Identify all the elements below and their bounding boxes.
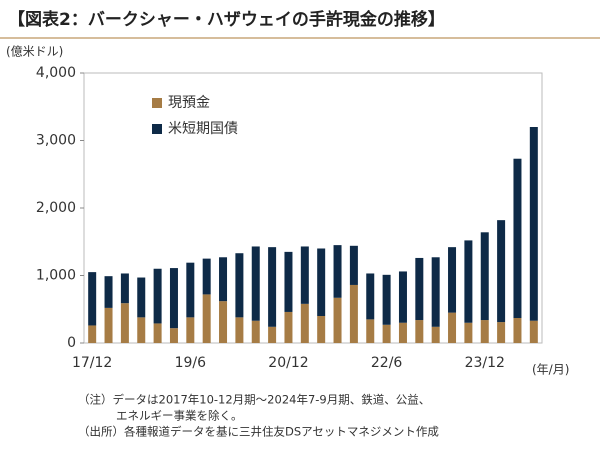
y-tick-label: 3,000 — [36, 133, 76, 149]
legend-label: 米短期国債 — [168, 121, 238, 137]
bar-segment — [480, 232, 489, 321]
bar-segment — [268, 326, 277, 343]
bar-segment — [235, 253, 244, 318]
note: （出所）各種報道データを基に三井住友DSアセットマネジメント作成 — [78, 425, 439, 439]
bar-segment — [382, 324, 391, 343]
bar-segment — [88, 272, 97, 326]
bar-segment — [529, 127, 538, 321]
bar-segment — [317, 316, 326, 343]
bar-segment — [333, 245, 342, 298]
bar-segment — [120, 273, 129, 304]
bar-segment — [202, 294, 211, 343]
plot-frame — [83, 72, 543, 344]
x-tick-label: 23/12 — [465, 355, 505, 371]
y-tick-label: 0 — [67, 335, 76, 351]
bar-segment — [153, 323, 162, 343]
x-unit: (年/月) — [532, 363, 569, 377]
bar-segment — [219, 301, 228, 343]
y-unit: (億米ドル) — [6, 45, 63, 59]
bar-segment — [284, 251, 293, 312]
bar-segment — [398, 271, 407, 323]
x-tick-label: 19/6 — [175, 355, 207, 371]
bar-segment — [104, 307, 113, 343]
bar-segment — [382, 274, 391, 325]
x-tick-label: 17/12 — [72, 355, 112, 371]
bar-segment — [235, 317, 244, 343]
bar-segment — [513, 318, 522, 343]
bar-segment — [513, 158, 522, 319]
bar-segment — [202, 258, 211, 295]
bar-segment — [529, 320, 538, 343]
bar-segment — [497, 322, 506, 343]
bar-segment — [186, 262, 195, 318]
x-tick-label: 22/6 — [371, 355, 403, 371]
bar-segment — [398, 322, 407, 343]
bar-segment — [300, 303, 309, 343]
y-tick-label: 4,000 — [36, 65, 76, 81]
legend-swatch — [152, 98, 162, 108]
bar-segment — [448, 247, 457, 313]
bar-segment — [137, 317, 146, 343]
bar-segment — [137, 277, 146, 318]
bar-segment — [366, 319, 375, 343]
bar-segment — [497, 220, 506, 323]
bar-segment — [415, 320, 424, 343]
y-tick-label: 2,000 — [36, 200, 76, 216]
bar-segment — [431, 326, 440, 343]
bar-segment — [186, 317, 195, 343]
bar-segment — [153, 268, 162, 324]
bar-segment — [349, 245, 358, 285]
chart-title: 【図表2：バークシャー・ハザウェイの手許現金の推移】 — [8, 9, 445, 30]
bar-segment — [464, 240, 473, 323]
bar-segment — [300, 246, 309, 304]
bar-segment — [268, 247, 277, 327]
bar-segment — [366, 273, 375, 320]
legend-swatch — [152, 124, 162, 134]
bar-segment — [169, 328, 178, 343]
bar-segment — [120, 303, 129, 343]
bar-segment — [464, 322, 473, 343]
note: エネルギー事業を除く。 — [116, 409, 243, 423]
bar-segment — [251, 320, 260, 343]
bar-segment — [480, 320, 489, 343]
legend-label: 現預金 — [168, 95, 210, 111]
bar-segment — [219, 257, 228, 302]
y-tick-label: 1,000 — [36, 268, 76, 284]
bar-segment — [448, 312, 457, 343]
bar-segment — [169, 268, 178, 329]
bar-segment — [333, 297, 342, 343]
bar-segment — [349, 284, 358, 343]
bar-segment — [415, 257, 424, 321]
bar-segment — [88, 325, 97, 343]
bar-segment — [431, 257, 440, 327]
x-tick-label: 20/12 — [268, 355, 308, 371]
bar-segment — [317, 248, 326, 316]
bar-segment — [104, 276, 113, 308]
note: （注）データは2017年10-12月期～2024年7-9月期、鉄道、公益、 — [78, 393, 430, 407]
bar-segment — [251, 246, 260, 321]
bar-segment — [284, 311, 293, 343]
